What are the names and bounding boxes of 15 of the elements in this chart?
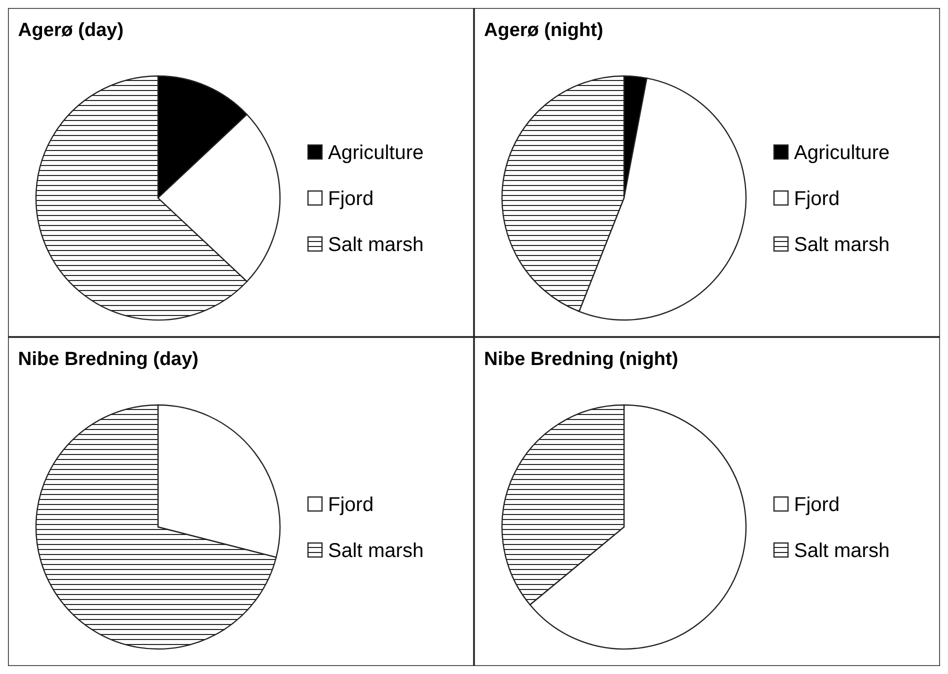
chart-title: Agerø (night) [484,20,604,41]
legend-label: Fjord [328,188,374,210]
legend-label: Agriculture [794,142,890,164]
legend-label: Fjord [794,494,840,516]
legend-label: Salt marsh [328,234,424,256]
legend-label: Fjord [794,188,840,210]
legend-label: Salt marsh [328,540,424,562]
chart-title: Nibe Bredning (night) [484,349,678,370]
legend-label: Agriculture [328,142,424,164]
pie-slice [36,404,277,650]
chart-title: Nibe Bredning (day) [18,349,199,370]
legend-label: Salt marsh [794,540,890,562]
legend-label: Salt marsh [794,234,890,256]
chart-title: Agerø (day) [18,20,124,41]
legend-label: Fjord [328,494,374,516]
